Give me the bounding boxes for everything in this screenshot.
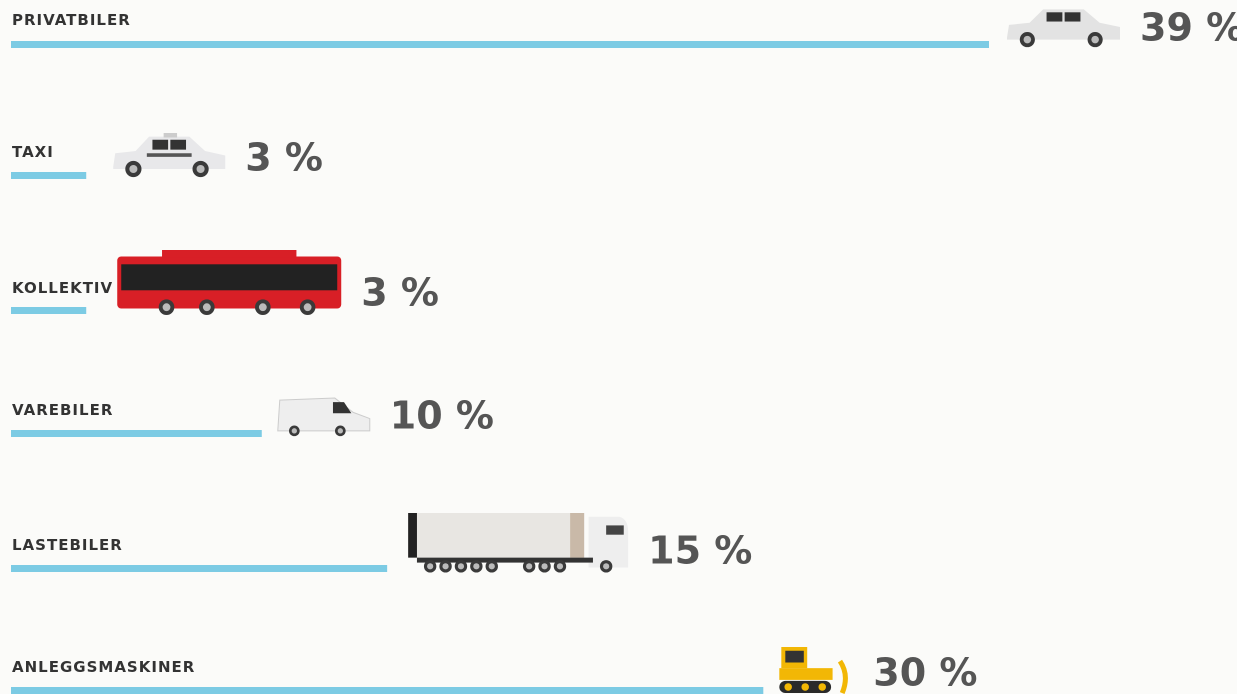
hub xyxy=(337,428,343,434)
vehicle-icon xyxy=(408,513,629,573)
hub xyxy=(442,563,449,570)
van-window xyxy=(332,402,352,414)
value-label: 30 % xyxy=(873,651,977,694)
value-label: 39 % xyxy=(1140,6,1237,50)
hub xyxy=(196,164,205,174)
cab xyxy=(588,516,629,568)
car-body xyxy=(1007,9,1120,40)
hub xyxy=(556,563,564,570)
window xyxy=(152,139,169,150)
bar xyxy=(11,41,989,48)
bus-windows xyxy=(121,264,338,291)
trailer-end xyxy=(408,513,417,558)
window xyxy=(1046,12,1063,22)
category-label: PRIVATBILER xyxy=(12,11,131,29)
value-label: 3 % xyxy=(361,271,439,315)
trailer xyxy=(408,513,585,558)
bar xyxy=(11,172,87,179)
cab-window xyxy=(606,525,624,535)
roller xyxy=(801,683,809,691)
hub xyxy=(541,563,548,570)
hub xyxy=(162,303,171,312)
roller xyxy=(818,683,826,691)
bus-roof xyxy=(162,250,297,258)
blade xyxy=(837,659,848,694)
taxi-sign xyxy=(163,133,178,138)
vehicle-icon xyxy=(779,647,848,694)
hub xyxy=(473,563,480,570)
hub xyxy=(303,303,312,312)
van-body xyxy=(277,397,371,432)
bar xyxy=(11,687,764,694)
value-label: 10 % xyxy=(390,394,494,438)
value-label: 3 % xyxy=(245,136,323,180)
bar xyxy=(11,565,388,572)
hub xyxy=(1023,35,1032,44)
category-label: ANLEGGSMASKINER xyxy=(12,658,195,676)
bar xyxy=(11,307,87,314)
vehicle-icon xyxy=(113,133,226,178)
window xyxy=(170,139,187,150)
vehicle-icon xyxy=(1007,9,1120,48)
hub xyxy=(526,563,533,570)
category-label: VAREBILER xyxy=(12,401,113,419)
category-label: TAXI xyxy=(12,143,54,161)
hub xyxy=(488,563,495,570)
chassis xyxy=(416,557,593,563)
vehicle-icon xyxy=(277,397,371,437)
window xyxy=(1064,12,1081,22)
hub xyxy=(457,563,465,570)
hub xyxy=(202,303,211,312)
vehicle-icon xyxy=(117,250,342,315)
hub xyxy=(427,563,434,570)
hub xyxy=(258,303,267,312)
dozer-body xyxy=(779,668,833,680)
hub xyxy=(129,164,138,174)
checker xyxy=(146,153,192,157)
dozer-window xyxy=(785,650,804,663)
category-label: LASTEBILER xyxy=(12,536,123,554)
value-label: 15 % xyxy=(648,529,752,573)
bar xyxy=(11,430,262,437)
roller xyxy=(784,683,792,691)
category-label: KOLLEKTIV xyxy=(12,279,113,297)
hub xyxy=(603,563,610,570)
hub xyxy=(1091,35,1099,44)
trailer-door xyxy=(570,513,585,558)
hub xyxy=(291,428,297,434)
car-body xyxy=(113,136,226,169)
